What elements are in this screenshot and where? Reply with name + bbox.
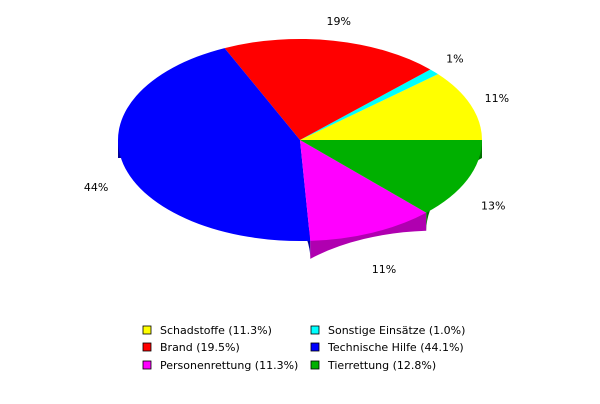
pie-slice-0: [300, 74, 482, 140]
legend-swatch: [142, 325, 152, 335]
legend-label: Sonstige Einsätze (1.0%): [328, 324, 465, 337]
legend-label: Schadstoffe (11.3%): [160, 324, 272, 337]
legend-label: Technische Hilfe (44.1%): [327, 341, 464, 354]
legend: Schadstoffe (11.3%) Brand (19.5%) Personen…: [142, 324, 465, 372]
legend-swatch: [142, 360, 152, 370]
legend-swatch: [310, 360, 320, 370]
slice-label-0: 11%: [485, 92, 509, 105]
pie-slice-3: [300, 69, 439, 140]
slice-labels: 11% 1% 19% 44% 11% 13%: [84, 15, 509, 276]
legend-item-5: Tierrettung (12.8%): [310, 359, 436, 372]
legend-swatch: [310, 325, 320, 335]
legend-label: Brand (19.5%): [160, 341, 240, 354]
legend-label: Tierrettung (12.8%): [327, 359, 436, 372]
slice-label-3: 1%: [446, 52, 463, 65]
legend-item-3: Sonstige Einsätze (1.0%): [310, 324, 465, 337]
pie-slices: [118, 38, 482, 241]
slice-label-4: 44%: [84, 181, 108, 194]
legend-swatch: [310, 342, 320, 352]
pie-slice-2: [300, 140, 427, 241]
legend-item-1: Brand (19.5%): [142, 341, 240, 354]
legend-item-0: Schadstoffe (11.3%): [142, 324, 272, 337]
slice-label-5: 13%: [481, 199, 505, 212]
slice-label-1: 19%: [326, 15, 350, 28]
pie-slice-5: [300, 140, 482, 213]
legend-item-2: Personenrettung (11.3%): [142, 359, 298, 372]
legend-label: Personenrettung (11.3%): [160, 359, 298, 372]
legend-swatch: [142, 342, 152, 352]
slice-label-2: 11%: [372, 263, 396, 276]
pie-slice-1: [224, 38, 431, 140]
pie-slice-4: [118, 48, 311, 241]
legend-item-4: Technische Hilfe (44.1%): [310, 341, 464, 354]
